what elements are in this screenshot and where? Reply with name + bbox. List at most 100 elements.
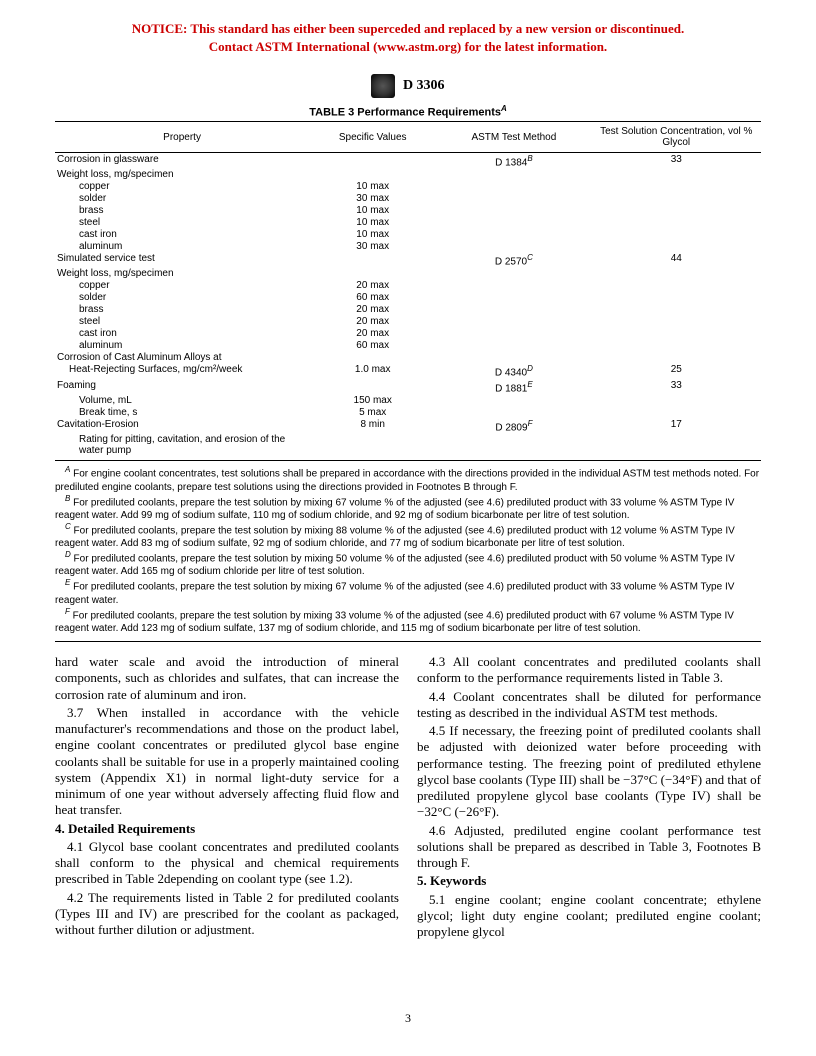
cell-method: [436, 216, 591, 228]
cell-property: Volume, mL: [55, 394, 309, 406]
table-row: Cavitation-Erosion8 minD 2809F17: [55, 418, 761, 433]
body-columns: hard water scale and avoid the introduct…: [55, 654, 761, 941]
cell-value: 1.0 max: [309, 364, 436, 379]
footnote-c: C For prediluted coolants, prepare the t…: [55, 522, 761, 550]
notice-line1: NOTICE: This standard has either been su…: [132, 21, 684, 36]
table-row: aluminum60 max: [55, 340, 761, 352]
cell-conc: [592, 352, 761, 364]
cell-property: solder: [55, 192, 309, 204]
cell-method: D 4340D: [436, 364, 591, 379]
cell-conc: [592, 340, 761, 352]
cell-method: [436, 168, 591, 180]
cell-method: [436, 352, 591, 364]
table-footnotes: A For engine coolant concentrates, test …: [55, 461, 761, 642]
para-4-1: 4.1 Glycol base coolant concentrates and…: [55, 839, 399, 888]
cell-method: [436, 280, 591, 292]
cell-method: [436, 434, 591, 461]
cell-property: aluminum: [55, 340, 309, 352]
table-row: cast iron20 max: [55, 328, 761, 340]
cell-value: 10 max: [309, 228, 436, 240]
footnote-a: A For engine coolant concentrates, test …: [55, 465, 761, 493]
footnote-e: E For prediluted coolants, prepare the t…: [55, 578, 761, 606]
cell-method: [436, 292, 591, 304]
cell-property: steel: [55, 216, 309, 228]
cell-property: brass: [55, 304, 309, 316]
cell-conc: [592, 316, 761, 328]
para-cont: hard water scale and avoid the introduct…: [55, 654, 399, 703]
cell-value: 20 max: [309, 328, 436, 340]
cell-conc: [592, 406, 761, 418]
cell-conc: [592, 216, 761, 228]
cell-property: copper: [55, 180, 309, 192]
cell-property: Cavitation-Erosion: [55, 418, 309, 433]
table-row: Break time, s5 max: [55, 406, 761, 418]
doc-header: D 3306: [55, 74, 761, 98]
cell-value: 20 max: [309, 304, 436, 316]
section-4-head: 4. Detailed Requirements: [55, 821, 399, 837]
cell-property: Heat-Rejecting Surfaces, mg/cm²/week: [55, 364, 309, 379]
footnote-b: B For prediluted coolants, prepare the t…: [55, 494, 761, 522]
section-5-head: 5. Keywords: [417, 873, 761, 889]
table-row: Corrosion of Cast Aluminum Alloys at: [55, 352, 761, 364]
table-row: aluminum30 max: [55, 240, 761, 252]
cell-method: [436, 228, 591, 240]
cell-method: D 2570C: [436, 252, 591, 267]
cell-property: aluminum: [55, 240, 309, 252]
para-4-3: 4.3 All coolant concentrates and predilu…: [417, 654, 761, 687]
cell-value: [309, 379, 436, 394]
cell-method: [436, 406, 591, 418]
cell-method: [436, 180, 591, 192]
cell-value: 10 max: [309, 180, 436, 192]
cell-value: 5 max: [309, 406, 436, 418]
cell-property: Foaming: [55, 379, 309, 394]
table-row: copper10 max: [55, 180, 761, 192]
cell-property: Weight loss, mg/specimen: [55, 168, 309, 180]
cell-property: cast iron: [55, 328, 309, 340]
cell-property: cast iron: [55, 228, 309, 240]
table-row: cast iron10 max: [55, 228, 761, 240]
table-row: solder30 max: [55, 192, 761, 204]
cell-value: 30 max: [309, 240, 436, 252]
cell-value: [309, 434, 436, 461]
cell-value: [309, 252, 436, 267]
cell-method: D 1881E: [436, 379, 591, 394]
th-specific: Specific Values: [309, 122, 436, 153]
cell-property: Break time, s: [55, 406, 309, 418]
footnote-f: F For prediluted coolants, prepare the t…: [55, 607, 761, 635]
cell-value: 60 max: [309, 340, 436, 352]
th-property: Property: [55, 122, 309, 153]
designation: D 3306: [403, 79, 445, 94]
cell-method: [436, 328, 591, 340]
cell-conc: [592, 228, 761, 240]
table-title: TABLE 3 Performance RequirementsA: [55, 104, 761, 119]
cell-method: [436, 268, 591, 280]
performance-table: Property Specific Values ASTM Test Metho…: [55, 121, 761, 461]
cell-conc: [592, 268, 761, 280]
cell-conc: 33: [592, 153, 761, 169]
table-row: Simulated service testD 2570C44: [55, 252, 761, 267]
th-method: ASTM Test Method: [436, 122, 591, 153]
cell-property: Corrosion of Cast Aluminum Alloys at: [55, 352, 309, 364]
cell-value: 10 max: [309, 216, 436, 228]
cell-conc: [592, 180, 761, 192]
cell-value: 30 max: [309, 192, 436, 204]
cell-value: 10 max: [309, 204, 436, 216]
table-row: Weight loss, mg/specimen: [55, 268, 761, 280]
cell-value: 60 max: [309, 292, 436, 304]
page-number: 3: [0, 1011, 816, 1026]
table-row: Weight loss, mg/specimen: [55, 168, 761, 180]
cell-property: copper: [55, 280, 309, 292]
cell-conc: [592, 240, 761, 252]
table-row: Corrosion in glasswareD 1384B33: [55, 153, 761, 169]
notice-line2: Contact ASTM International (www.astm.org…: [209, 39, 607, 54]
cell-conc: [592, 168, 761, 180]
table-row: Heat-Rejecting Surfaces, mg/cm²/week1.0 …: [55, 364, 761, 379]
table-row: Volume, mL150 max: [55, 394, 761, 406]
table-row: brass20 max: [55, 304, 761, 316]
para-4-4: 4.4 Coolant concentrates shall be dilute…: [417, 689, 761, 722]
cell-property: Weight loss, mg/specimen: [55, 268, 309, 280]
cell-value: 20 max: [309, 316, 436, 328]
cell-method: D 1384B: [436, 153, 591, 169]
cell-method: [436, 316, 591, 328]
cell-method: D 2809F: [436, 418, 591, 433]
